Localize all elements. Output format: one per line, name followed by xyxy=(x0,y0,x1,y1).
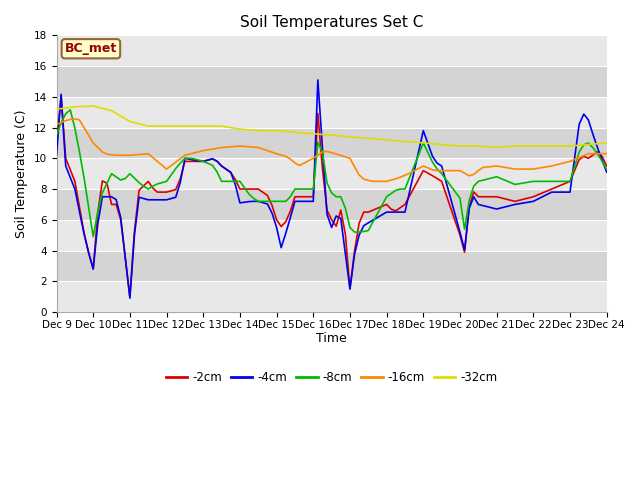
Bar xyxy=(56,281,607,312)
Bar xyxy=(56,128,607,158)
Bar xyxy=(56,189,607,220)
Title: Soil Temperatures Set C: Soil Temperatures Set C xyxy=(240,15,423,30)
Bar xyxy=(56,97,607,128)
Bar xyxy=(56,158,607,189)
Bar xyxy=(56,36,607,66)
Y-axis label: Soil Temperature (C): Soil Temperature (C) xyxy=(15,109,28,238)
Bar xyxy=(56,220,607,251)
Bar xyxy=(56,251,607,281)
Bar xyxy=(56,66,607,97)
X-axis label: Time: Time xyxy=(316,333,347,346)
Legend: -2cm, -4cm, -8cm, -16cm, -32cm: -2cm, -4cm, -8cm, -16cm, -32cm xyxy=(161,367,502,389)
Text: BC_met: BC_met xyxy=(65,42,117,55)
